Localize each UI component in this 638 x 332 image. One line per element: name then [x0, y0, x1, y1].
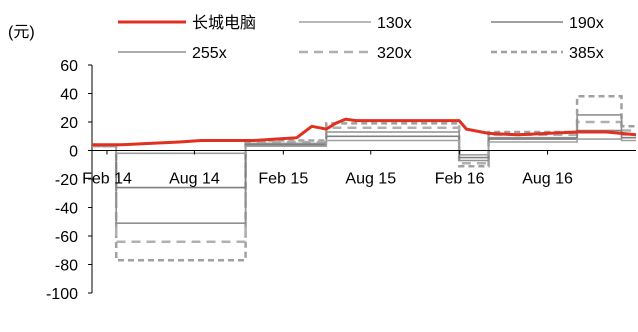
legend-label-2: 190x [569, 15, 604, 32]
legend-label-1: 130x [377, 15, 412, 32]
y-tick-label: -40 [55, 201, 78, 218]
series-line-5 [92, 95, 636, 262]
series-layer [92, 95, 637, 262]
y-axis: -100 -80 -60 -40 -20 0 20 40 60 [46, 58, 93, 303]
x-tick-label: Aug 14 [169, 171, 220, 188]
y-tick-label: -60 [55, 229, 78, 246]
y-tick-label: 60 [60, 58, 78, 75]
series-line-1 [92, 138, 636, 156]
y-tick-label: -80 [55, 258, 78, 275]
legend-label-5: 385x [569, 45, 604, 62]
series-line-0 [92, 117, 637, 147]
x-tick-label: Feb 16 [435, 171, 485, 188]
x-tick-label: Feb 14 [82, 171, 132, 188]
unit-label: (元) [8, 24, 35, 41]
y-tick-label: -20 [55, 172, 78, 189]
y-tick-label: -100 [46, 286, 78, 303]
y-tick-label: 0 [69, 144, 78, 161]
x-tick-label: Feb 15 [258, 171, 308, 188]
legend: 长城电脑 130x 190x 255x 320x 385x [118, 14, 604, 62]
x-tick-label: Aug 16 [522, 171, 573, 188]
x-axis: Feb 14 Aug 14 Feb 15 Aug 15 Feb 16 Aug 16 [82, 150, 636, 188]
legend-label-3: 255x [192, 45, 227, 62]
legend-label-0: 长城电脑 [192, 14, 256, 32]
x-tick-label: Aug 15 [345, 171, 396, 188]
y-tick-label: 40 [60, 87, 78, 104]
legend-label-4: 320x [377, 45, 412, 62]
series-line-4 [92, 120, 636, 243]
y-tick-label: 20 [60, 115, 78, 132]
